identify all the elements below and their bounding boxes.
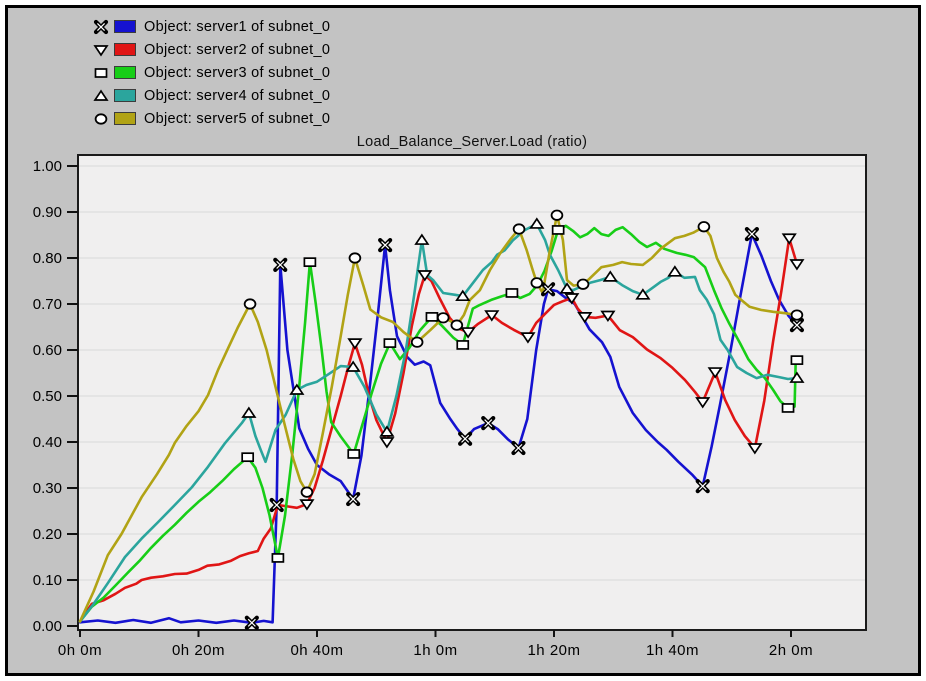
- y-tick-label: 0.20: [33, 526, 62, 543]
- x-tick-label: 2h 0m: [769, 642, 813, 659]
- y-tick-label: 0.80: [33, 250, 62, 267]
- legend-marker-circle-icon: [94, 112, 108, 125]
- legend-color-swatch: [114, 89, 136, 102]
- y-tick-label: 0.90: [33, 204, 62, 221]
- series-line-server5: [78, 213, 799, 623]
- legend-label: Object: server5 of subnet_0: [144, 110, 331, 127]
- x-tick-label: 0h 0m: [58, 642, 102, 659]
- legend-label: Object: server3 of subnet_0: [144, 64, 331, 81]
- plot-panel: [77, 154, 867, 631]
- legend-color-swatch: [114, 112, 136, 125]
- x-axis: 0h 0m 0h 20m 0h 40m 1h 0m 1h 20m 1h 40m 2h 0m: [58, 630, 813, 659]
- gridlines: [79, 165, 865, 581]
- legend-color-swatch: [114, 43, 136, 56]
- legend-item-server2: Object: server2 of subnet_0: [92, 38, 330, 61]
- y-tick-label: 0.50: [33, 388, 62, 405]
- x-tick-label: 1h 20m: [527, 642, 580, 659]
- series-markers-server1: [244, 226, 805, 630]
- x-tick-label: 0h 20m: [172, 642, 225, 659]
- series-markers-server3: [241, 225, 804, 563]
- series-line-server2: [78, 236, 799, 623]
- y-tick-label: 0.10: [33, 572, 62, 589]
- series-line-server1: [78, 232, 799, 625]
- y-tick-label: 0.70: [33, 296, 62, 313]
- legend-marker-square-icon: [94, 67, 108, 78]
- legend-label: Object: server1 of subnet_0: [144, 18, 331, 35]
- x-tick-label: 1h 0m: [413, 642, 457, 659]
- y-tick-label: 0.40: [33, 434, 62, 451]
- series-markers-server2: [299, 233, 805, 511]
- series-markers-server5: [243, 209, 804, 498]
- series-markers-server4: [241, 217, 805, 437]
- legend-item-server5: Object: server5 of subnet_0: [92, 107, 330, 130]
- y-tick-label: 0.60: [33, 342, 62, 359]
- legend-item-server1: Object: server1 of subnet_0: [92, 15, 330, 38]
- chart-title: Load_Balance_Server.Load (ratio): [356, 134, 588, 150]
- y-axis: 0.00 0.10 0.20 0.30 0.40 0.50 0.60 0.70 0.80 0.90…: [33, 158, 78, 635]
- x-tick-label: 0h 40m: [290, 642, 343, 659]
- y-tick-label: 0.00: [33, 618, 62, 635]
- x-tick-label: 1h 40m: [646, 642, 699, 659]
- legend-marker-xcross-icon: [93, 19, 109, 34]
- legend: Object: server1 of subnet_0 Object: serve…: [92, 15, 330, 130]
- legend-item-server4: Object: server4 of subnet_0: [92, 84, 330, 107]
- legend-color-swatch: [114, 66, 136, 79]
- series-line-server4: [78, 222, 799, 623]
- y-tick-label: 0.30: [33, 480, 62, 497]
- legend-marker-tri-up-icon: [93, 88, 109, 101]
- y-tick-label: 1.00: [33, 158, 62, 175]
- legend-marker-tri-down-icon: [93, 44, 109, 57]
- legend-color-swatch: [114, 20, 136, 33]
- legend-label: Object: server4 of subnet_0: [144, 87, 331, 104]
- legend-item-server3: Object: server3 of subnet_0: [92, 61, 330, 84]
- legend-label: Object: server2 of subnet_0: [144, 41, 331, 58]
